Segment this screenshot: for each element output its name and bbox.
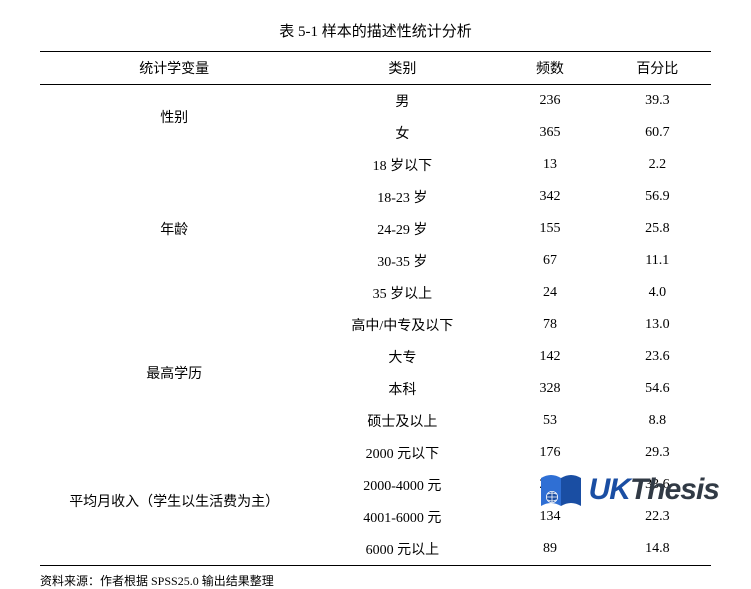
frequency-cell: 24: [496, 277, 603, 309]
col-header-variable: 统计学变量: [40, 52, 308, 85]
frequency-cell: 53: [496, 405, 603, 437]
watermark: UKThesis: [539, 472, 719, 508]
frequency-cell: 13: [496, 149, 603, 181]
variable-cell: 最高学历: [40, 309, 308, 437]
percent-cell: 8.8: [604, 405, 711, 437]
category-cell: 大专: [308, 341, 496, 373]
category-cell: 硕士及以上: [308, 405, 496, 437]
frequency-cell: 67: [496, 245, 603, 277]
table-row: 最高学历高中/中专及以下7813.0: [40, 309, 711, 341]
watermark-text: UKThesis: [589, 473, 719, 507]
percent-cell: 56.9: [604, 181, 711, 213]
category-cell: 24-29 岁: [308, 213, 496, 245]
category-cell: 35 岁以上: [308, 277, 496, 309]
frequency-cell: 328: [496, 373, 603, 405]
watermark-uk: UK: [589, 473, 630, 507]
table-row: 年龄18 岁以下132.2: [40, 149, 711, 181]
frequency-cell: 365: [496, 117, 603, 149]
frequency-cell: 89: [496, 533, 603, 566]
percent-cell: 60.7: [604, 117, 711, 149]
data-source: 资料来源：作者根据 SPSS25.0 输出结果整理: [40, 572, 711, 589]
category-cell: 30-35 岁: [308, 245, 496, 277]
frequency-cell: 78: [496, 309, 603, 341]
category-cell: 6000 元以上: [308, 533, 496, 566]
variable-cell: 性别: [40, 85, 308, 150]
col-header-frequency: 频数: [496, 52, 603, 85]
variable-cell: 平均月收入（学生以生活费为主）: [40, 437, 308, 566]
table-row: 性别男23639.3: [40, 85, 711, 118]
percent-cell: 4.0: [604, 277, 711, 309]
category-cell: 18-23 岁: [308, 181, 496, 213]
watermark-thesis: Thesis: [630, 473, 719, 507]
watermark-book-icon: [539, 472, 583, 508]
col-header-percent: 百分比: [604, 52, 711, 85]
category-cell: 2000 元以下: [308, 437, 496, 469]
col-header-category: 类别: [308, 52, 496, 85]
category-cell: 4001-6000 元: [308, 501, 496, 533]
category-cell: 本科: [308, 373, 496, 405]
percent-cell: 23.6: [604, 341, 711, 373]
category-cell: 高中/中专及以下: [308, 309, 496, 341]
frequency-cell: 236: [496, 85, 603, 118]
category-cell: 男: [308, 85, 496, 118]
percent-cell: 29.3: [604, 437, 711, 469]
percent-cell: 14.8: [604, 533, 711, 566]
table-row: 平均月收入（学生以生活费为主）2000 元以下17629.3: [40, 437, 711, 469]
frequency-cell: 155: [496, 213, 603, 245]
frequency-cell: 176: [496, 437, 603, 469]
frequency-cell: 342: [496, 181, 603, 213]
percent-cell: 2.2: [604, 149, 711, 181]
table-title: 表 5-1 样本的描述性统计分析: [40, 20, 711, 41]
percent-cell: 11.1: [604, 245, 711, 277]
frequency-cell: 142: [496, 341, 603, 373]
percent-cell: 25.8: [604, 213, 711, 245]
percent-cell: 39.3: [604, 85, 711, 118]
variable-cell: 年龄: [40, 149, 308, 309]
category-cell: 2000-4000 元: [308, 469, 496, 501]
table-header-row: 统计学变量 类别 频数 百分比: [40, 52, 711, 85]
percent-cell: 13.0: [604, 309, 711, 341]
category-cell: 18 岁以下: [308, 149, 496, 181]
category-cell: 女: [308, 117, 496, 149]
percent-cell: 54.6: [604, 373, 711, 405]
